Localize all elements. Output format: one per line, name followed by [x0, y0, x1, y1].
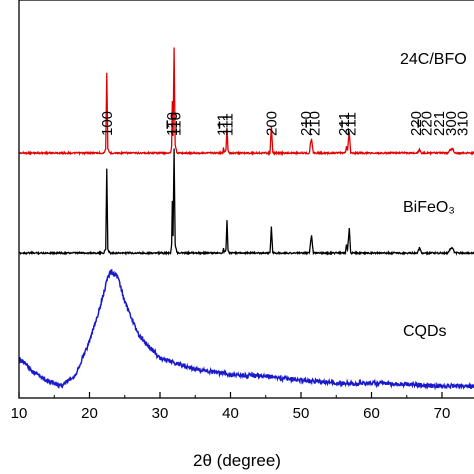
series-name-layer: 24C/BFO BiFeO₃ CQDs — [400, 51, 467, 340]
peak-label-text-9: 211 — [342, 112, 359, 136]
peak-label-text-2: 110 — [168, 112, 185, 136]
peak-label-text-4: 111 — [220, 113, 237, 136]
peak-label-8: 211 — [336, 112, 353, 136]
peak-label-text-5: 200 — [263, 111, 280, 136]
peak-label-5: 200 — [263, 111, 280, 136]
peak-label-text-3: 111 — [215, 113, 232, 136]
peak-label-1: 110 — [164, 112, 181, 136]
series-layer — [18, 47, 474, 391]
peak-label-13: 300 — [443, 111, 460, 136]
series-name-1: BiFeO₃ — [403, 199, 455, 216]
peak-label-7: 210 — [306, 111, 323, 136]
peak-label-14: 310 — [454, 111, 471, 136]
peak-label-text-13: 300 — [443, 111, 460, 136]
x-tick-label-3: 40 — [222, 405, 239, 422]
peak-label-9: 211 — [342, 112, 359, 136]
series-name-0: 24C/BFO — [400, 51, 467, 68]
peak-label-text-14: 310 — [454, 111, 471, 136]
peak-label-text-10: 220 — [408, 111, 425, 136]
series-line-2 — [18, 268, 474, 391]
peak-label-12: 221 — [431, 111, 448, 136]
peak-label-6: 210 — [298, 111, 315, 136]
x-tick-label-1: 20 — [81, 405, 98, 422]
peak-label-text-1: 110 — [164, 112, 181, 136]
series-line-0 — [18, 47, 474, 157]
peak-label-text-0: 100 — [99, 111, 116, 136]
x-tick-label-0: 10 — [11, 405, 28, 422]
x-tick-label-6: 70 — [434, 405, 451, 422]
peak-label-text-12: 221 — [431, 111, 448, 136]
x-tick-label-5: 60 — [363, 405, 380, 422]
x-tick-label-2: 30 — [152, 405, 169, 422]
plot-frame — [18, 0, 474, 399]
peak-label-text-8: 211 — [336, 112, 353, 136]
peak-label-0: 100 — [99, 111, 116, 136]
x-axis-label: 2θ (degree) — [193, 451, 281, 470]
peak-label-text-11: 220 — [419, 111, 436, 136]
peak-label-4: 111 — [220, 113, 237, 136]
peak-label-3: 111 — [215, 113, 232, 136]
x-tick-label-4: 50 — [293, 405, 310, 422]
series-name-2: CQDs — [403, 323, 447, 340]
peak-label-text-7: 210 — [306, 111, 323, 136]
x-axis: 10 20 30 40 50 60 70 — [11, 392, 451, 422]
peak-label-2: 110 — [168, 112, 185, 136]
peak-label-10: 220 — [408, 111, 425, 136]
series-line-1 — [18, 148, 474, 256]
peak-label-text-6: 210 — [298, 111, 315, 136]
peak-label-11: 220 — [419, 111, 436, 136]
